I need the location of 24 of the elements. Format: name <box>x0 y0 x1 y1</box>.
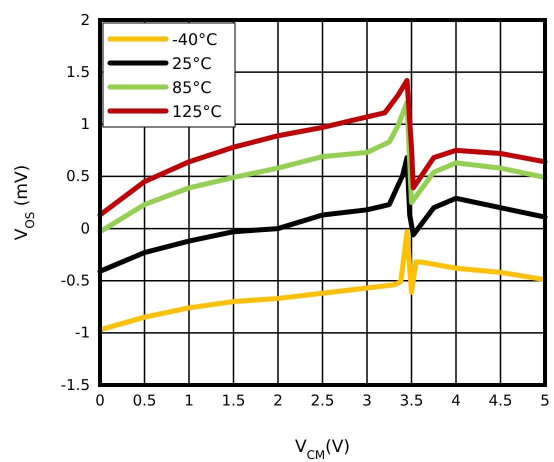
x-tick-label: 0 <box>95 392 105 410</box>
y-tick-label: 2 <box>80 10 90 29</box>
legend-label: 85°C <box>172 78 212 97</box>
x-axis-title: V$_{CM}$(V) <box>294 437 350 462</box>
y-tick-label: -1 <box>75 324 90 342</box>
x-tick-label: 1 <box>184 392 194 410</box>
y-tick-label: 1 <box>80 115 90 134</box>
legend-label: 25°C <box>172 54 212 73</box>
x-tick-label: 2 <box>273 392 283 410</box>
x-tick-label: 5 <box>540 392 550 410</box>
x-tick-label: 3 <box>362 392 372 410</box>
y-tick-label: -1.5 <box>60 376 90 394</box>
x-tick-label: 0.5 <box>132 392 156 410</box>
y-tick-label: 0 <box>80 219 90 238</box>
x-tick-label: 2.5 <box>310 392 334 410</box>
x-tick-label: 3.5 <box>400 392 424 410</box>
x-tick-label: 4 <box>451 392 461 410</box>
y-tick-label: 0.5 <box>66 167 90 186</box>
y-tick-label: 1.5 <box>66 62 90 81</box>
legend-label: 125°C <box>172 102 222 121</box>
legend-label: -40°C <box>172 30 218 49</box>
x-tick-label: 1.5 <box>222 392 246 410</box>
x-tick-label: 4.5 <box>488 392 512 410</box>
y-tick-label: -0.5 <box>60 272 90 290</box>
